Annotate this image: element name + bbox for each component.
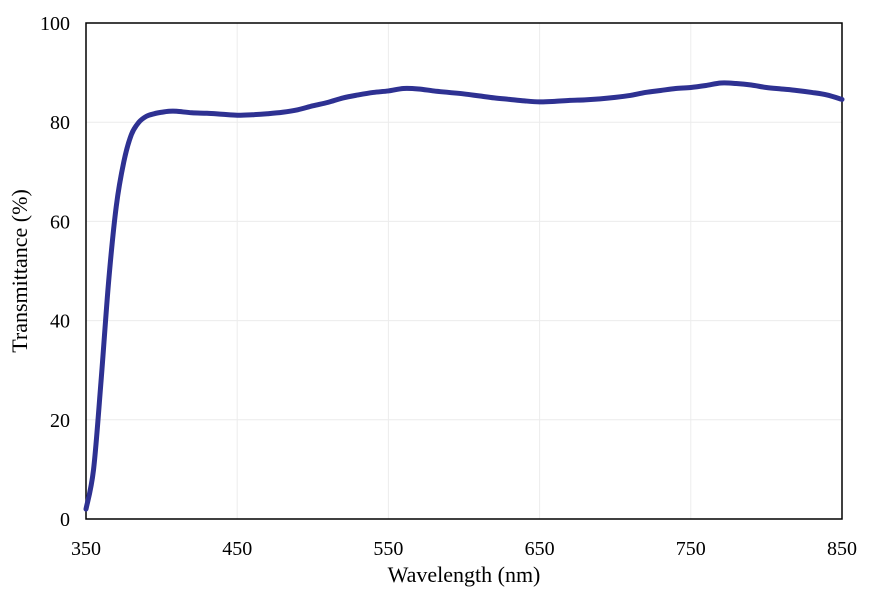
x-tick-label: 650	[525, 538, 555, 560]
gridlines	[86, 23, 842, 519]
y-tick-label: 100	[40, 13, 70, 35]
series-layer	[83, 80, 845, 512]
plot-frame	[85, 22, 843, 520]
y-axis-title: Transmittance (%)	[7, 189, 32, 353]
y-tick-label: 40	[50, 311, 70, 333]
y-tick-label: 80	[50, 112, 70, 134]
x-tick-label: 750	[676, 538, 706, 560]
x-tick-labels: 350 450 550 650 750 850	[71, 538, 857, 560]
y-tick-label: 20	[50, 410, 70, 432]
x-tick-label: 850	[827, 538, 857, 560]
y-tick-label: 0	[60, 509, 70, 531]
x-tick-label: 350	[71, 538, 101, 560]
x-axis-title: Wavelength (nm)	[388, 562, 541, 587]
y-tick-label: 60	[50, 211, 70, 233]
x-tick-label: 450	[222, 538, 252, 560]
x-tick-label: 550	[373, 538, 403, 560]
transmittance-series-line	[83, 80, 845, 512]
y-tick-labels: 0 20 40 60 80 100	[40, 13, 70, 531]
